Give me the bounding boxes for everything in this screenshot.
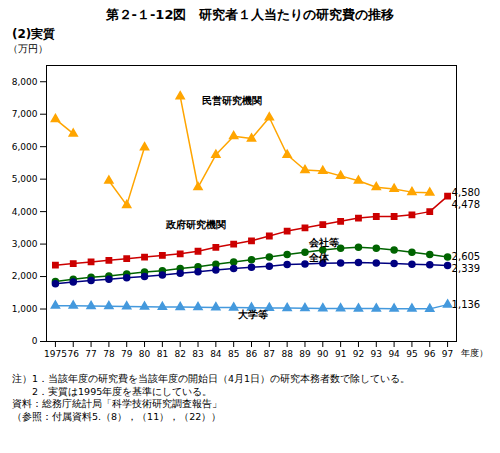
svg-text:80: 80 [139,349,151,359]
svg-text:4,478: 4,478 [452,199,481,210]
svg-text:95: 95 [406,349,417,359]
svg-text:90: 90 [317,349,329,359]
svg-text:政府研究機関: 政府研究機関 [165,219,226,230]
html-text:（参照：付属資料5.（8），（11），（22））: （参照：付属資料5.（8），（11），（22）） [12,410,222,422]
svg-text:77: 77 [85,349,96,359]
html-text:2．実質は1995年度を基準にしている。: 2．実質は1995年度を基準にしている。 [12,385,213,397]
svg-text:89: 89 [299,349,311,359]
svg-text:86: 86 [246,349,258,359]
svg-text:82: 82 [174,349,185,359]
html-text:第２-１-12図 研究者１人当たりの研究費の推移: 第２-１-12図 研究者１人当たりの研究費の推移 [105,7,395,22]
svg-text:78: 78 [103,349,115,359]
svg-text:1,000: 1,000 [12,304,38,314]
svg-text:91: 91 [335,349,346,359]
svg-text:年度）: 年度） [461,348,488,358]
svg-text:87: 87 [264,349,275,359]
svg-text:大学等: 大学等 [237,309,268,320]
svg-text:84: 84 [210,349,222,359]
svg-text:3,000: 3,000 [12,239,38,249]
svg-text:2,339: 2,339 [452,263,481,274]
svg-text:97: 97 [442,349,453,359]
html-text:（万円）: （万円） [8,43,48,54]
svg-text:会社等: 会社等 [308,237,339,248]
html-text:資料：総務庁統計局「科学技術研究調査報告」: 資料：総務庁統計局「科学技術研究調査報告」 [12,398,222,409]
svg-text:79: 79 [121,349,133,359]
svg-text:全体: 全体 [308,252,330,263]
svg-text:92: 92 [353,349,364,359]
svg-text:93: 93 [371,349,382,359]
svg-text:民営研究機関: 民営研究機関 [202,95,262,106]
svg-text:94: 94 [388,349,400,359]
svg-text:2,000: 2,000 [12,271,38,281]
svg-text:81: 81 [157,349,168,359]
svg-text:88: 88 [281,349,293,359]
svg-text:1,136: 1,136 [452,299,481,310]
html-text:(2)実質: (2)実質 [12,27,56,41]
svg-text:76: 76 [68,349,80,359]
svg-text:4,000: 4,000 [12,206,38,216]
svg-text:7,000: 7,000 [12,109,38,119]
html-text:注）1．当該年度の研究費を当該年度の開始日（4月1日）の研究: 注）1．当該年度の研究費を当該年度の開始日（4月1日）の研究本務者数で除している… [12,373,411,384]
svg-text:2,605: 2,605 [452,251,481,262]
svg-text:6,000: 6,000 [12,142,38,152]
svg-text:0: 0 [32,336,38,346]
svg-text:96: 96 [424,349,436,359]
svg-text:4,580: 4,580 [452,187,481,198]
svg-text:1975: 1975 [44,349,67,359]
svg-text:8,000: 8,000 [12,77,38,87]
svg-text:85: 85 [228,349,239,359]
svg-text:5,000: 5,000 [12,174,38,184]
svg-text:83: 83 [192,349,203,359]
